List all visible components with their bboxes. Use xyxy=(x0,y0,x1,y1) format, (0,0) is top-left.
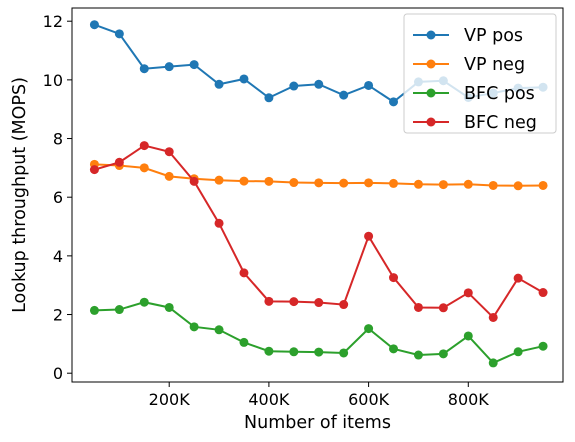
data-point-vp-neg xyxy=(339,178,349,188)
data-point-bfc-neg xyxy=(214,218,224,228)
data-point-bfc-neg xyxy=(413,302,423,312)
data-point-bfc-pos xyxy=(239,337,249,347)
series-vp-neg xyxy=(89,159,548,191)
data-point-bfc-neg xyxy=(239,268,249,278)
y-tick-label: 12 xyxy=(43,12,63,31)
data-point-vp-neg xyxy=(413,179,423,189)
data-point-bfc-neg xyxy=(314,298,324,308)
data-point-bfc-neg xyxy=(339,300,349,310)
y-tick-label: 8 xyxy=(53,130,63,149)
data-point-vp-neg xyxy=(488,180,498,190)
data-point-vp-pos xyxy=(89,20,99,30)
data-point-vp-pos xyxy=(114,29,124,39)
legend-label-bfc-pos: BFC pos xyxy=(464,84,535,104)
data-point-bfc-pos xyxy=(89,305,99,315)
x-tick-label: 600K xyxy=(348,390,390,409)
y-tick-label: 10 xyxy=(43,71,63,90)
series-line-bfc-neg xyxy=(94,144,544,320)
data-point-bfc-neg xyxy=(538,288,548,298)
data-point-vp-pos xyxy=(139,64,149,74)
legend-marker-vp-neg xyxy=(426,59,436,69)
data-point-bfc-neg xyxy=(438,303,448,313)
data-point-bfc-pos xyxy=(438,349,448,359)
series-bfc-neg xyxy=(89,141,548,322)
data-point-bfc-neg xyxy=(364,231,374,241)
data-point-vp-pos xyxy=(289,81,299,91)
series-bfc-pos xyxy=(89,297,548,368)
data-point-bfc-pos xyxy=(164,302,174,312)
data-point-bfc-pos xyxy=(114,305,124,315)
data-point-bfc-neg xyxy=(139,141,149,151)
data-point-vp-neg xyxy=(538,180,548,190)
data-point-bfc-pos xyxy=(488,358,498,368)
legend-marker-bfc-neg xyxy=(426,117,436,127)
legend: VP pos VP neg BFC pos BFC neg xyxy=(403,13,557,134)
data-point-vp-neg xyxy=(164,171,174,181)
data-point-bfc-pos xyxy=(413,350,423,360)
data-point-vp-neg xyxy=(389,178,399,188)
y-tick-label: 2 xyxy=(53,306,63,325)
data-point-bfc-pos xyxy=(314,347,324,357)
data-point-vp-pos xyxy=(339,90,349,100)
y-axis-label: Lookup throughput (MOPS) xyxy=(10,77,30,313)
data-point-bfc-neg xyxy=(189,176,199,186)
data-point-vp-neg xyxy=(264,176,274,186)
data-point-bfc-neg xyxy=(114,157,124,167)
data-point-vp-neg xyxy=(239,176,249,186)
data-point-bfc-pos xyxy=(538,341,548,351)
y-tick-label: 4 xyxy=(53,247,63,266)
legend-label-vp-neg: VP neg xyxy=(464,55,525,75)
data-point-vp-pos xyxy=(164,62,174,72)
data-point-vp-pos xyxy=(389,97,399,107)
data-point-vp-pos xyxy=(314,79,324,89)
legend-label-vp-pos: VP pos xyxy=(464,26,523,46)
data-point-bfc-pos xyxy=(214,325,224,335)
data-point-bfc-pos xyxy=(189,322,199,332)
data-point-bfc-neg xyxy=(463,288,473,298)
data-point-bfc-neg xyxy=(89,165,99,175)
data-point-vp-neg xyxy=(364,178,374,188)
data-point-vp-neg xyxy=(289,178,299,188)
data-point-bfc-pos xyxy=(389,344,399,354)
data-point-bfc-pos xyxy=(513,347,523,357)
data-point-vp-neg xyxy=(513,181,523,191)
data-point-bfc-pos xyxy=(364,324,374,334)
data-point-vp-pos xyxy=(214,79,224,89)
data-point-vp-neg xyxy=(463,179,473,189)
legend-marker-bfc-pos xyxy=(426,88,436,98)
y-tick-label: 6 xyxy=(53,188,63,207)
data-point-bfc-neg xyxy=(264,296,274,306)
legend-label-bfc-neg: BFC neg xyxy=(464,113,537,133)
data-point-vp-pos xyxy=(364,80,374,90)
data-point-bfc-neg xyxy=(513,273,523,283)
data-point-bfc-neg xyxy=(289,297,299,307)
legend-box xyxy=(403,13,557,134)
data-point-bfc-pos xyxy=(289,347,299,357)
y-tick-label: 0 xyxy=(53,364,63,383)
x-tick-label: 800K xyxy=(448,390,490,409)
data-point-vp-pos xyxy=(239,74,249,84)
data-point-vp-neg xyxy=(139,163,149,173)
data-point-bfc-pos xyxy=(339,348,349,358)
data-point-bfc-neg xyxy=(488,312,498,322)
data-point-bfc-pos xyxy=(139,297,149,307)
axes-layer: 0 2 4 6 8 10 12 200K 400K 600K 800K xyxy=(43,7,564,409)
x-tick-label: 200K xyxy=(149,390,191,409)
data-point-vp-pos xyxy=(264,93,274,103)
data-point-vp-neg xyxy=(214,175,224,185)
data-point-vp-neg xyxy=(314,178,324,188)
plot-frame xyxy=(71,7,564,383)
legend-marker-vp-pos xyxy=(426,30,436,40)
data-point-bfc-neg xyxy=(389,273,399,283)
data-point-bfc-pos xyxy=(463,331,473,341)
data-point-vp-pos xyxy=(189,60,199,70)
x-axis-label: Number of items xyxy=(244,413,391,433)
x-tick-label: 400K xyxy=(248,390,290,409)
data-point-bfc-pos xyxy=(264,346,274,356)
data-point-bfc-neg xyxy=(164,147,174,157)
data-point-vp-neg xyxy=(438,180,448,190)
